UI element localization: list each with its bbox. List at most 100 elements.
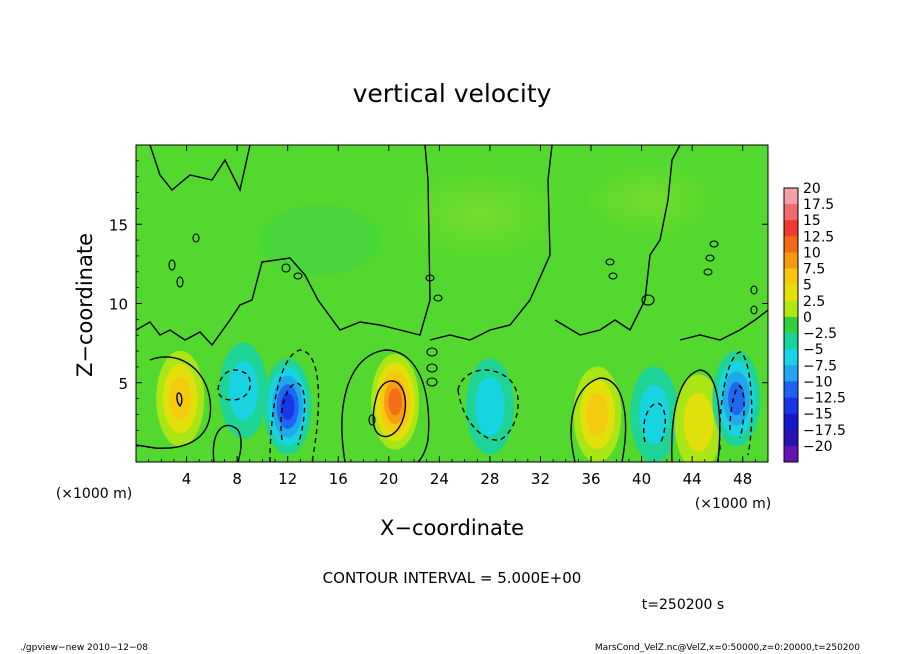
colorbar-label: 15 bbox=[803, 213, 821, 229]
contour-zero bbox=[341, 349, 430, 462]
x-tick-label: 48 bbox=[733, 470, 752, 488]
colorbar-swatch bbox=[784, 188, 798, 205]
x-tick-label: 36 bbox=[581, 470, 600, 488]
velocity-cell bbox=[371, 353, 420, 450]
contour-small-cell bbox=[641, 294, 655, 306]
y-axis-label: Z−coordinate bbox=[73, 233, 97, 377]
contour-zero bbox=[149, 145, 251, 193]
x-tick-label: 44 bbox=[683, 470, 702, 488]
background-glow bbox=[390, 165, 570, 265]
y-tick-label: 15 bbox=[109, 216, 128, 234]
colorbar-swatch bbox=[784, 445, 798, 463]
contour-zero bbox=[554, 145, 681, 336]
colorbar-swatch bbox=[784, 236, 798, 253]
x-axis-unit-right: (×1000 m) bbox=[695, 496, 771, 512]
contour-minus-ten bbox=[729, 385, 745, 439]
x-tick-label: 40 bbox=[632, 470, 651, 488]
velocity-cell bbox=[674, 374, 723, 462]
velocity-cell-band bbox=[228, 361, 259, 421]
contour-small-cell bbox=[168, 259, 176, 271]
colorbar-label: −20 bbox=[803, 439, 833, 455]
chart-title: vertical velocity bbox=[353, 79, 552, 108]
colorbar-swatch bbox=[784, 381, 798, 398]
contour-small-cell bbox=[368, 414, 376, 426]
contour-small-cell bbox=[192, 233, 200, 243]
contour-minus-five bbox=[457, 369, 519, 441]
colorbar-swatch bbox=[784, 397, 798, 414]
colorbar-swatch bbox=[784, 268, 798, 286]
contour-zero bbox=[429, 145, 553, 341]
velocity-cell-band bbox=[728, 381, 745, 416]
background-glow bbox=[580, 160, 720, 240]
velocity-cell bbox=[219, 342, 268, 439]
colorbar-swatch bbox=[784, 365, 798, 382]
velocity-cell-band bbox=[639, 384, 670, 444]
contour-small-cell bbox=[425, 274, 435, 282]
footer-right: MarsCond_VelZ.nc@VelZ,x=0:50000,z=0:2000… bbox=[595, 643, 860, 653]
x-tick-label: 4 bbox=[182, 470, 192, 488]
colorbar-label: 5 bbox=[803, 278, 812, 294]
velocity-cell bbox=[573, 366, 622, 462]
contour-small-cell bbox=[426, 363, 438, 373]
x-axis-label: X−coordinate bbox=[380, 516, 524, 540]
colorbar-swatch bbox=[784, 333, 798, 350]
velocity-cell-band bbox=[169, 377, 191, 420]
contour-small-cell bbox=[426, 377, 438, 387]
contour-small-cell bbox=[605, 258, 615, 266]
contour-minus-five bbox=[719, 351, 753, 456]
plot-area bbox=[135, 144, 769, 463]
contour-small-cell bbox=[705, 254, 715, 262]
colorbar-label: 17.5 bbox=[803, 197, 834, 213]
colorbar-swatch bbox=[784, 316, 798, 334]
contour-zero bbox=[679, 309, 768, 341]
velocity-cell bbox=[712, 350, 761, 447]
x-tick-label: 12 bbox=[278, 470, 297, 488]
velocity-cell-band bbox=[586, 393, 609, 436]
colorbar-label: 20 bbox=[803, 181, 821, 197]
colorbar-label: −5 bbox=[803, 342, 824, 358]
contour-small-cell bbox=[750, 285, 758, 295]
negative-contours bbox=[217, 349, 753, 462]
colorbar-label: −7.5 bbox=[803, 358, 837, 374]
colorbar-swatch bbox=[784, 220, 798, 237]
y-tick-label: 5 bbox=[118, 375, 128, 393]
colorbar-swatch bbox=[784, 284, 798, 302]
small-cells bbox=[168, 233, 758, 426]
colorbar-label: −10 bbox=[803, 374, 833, 390]
contour-minus-five bbox=[643, 402, 666, 445]
x-tick-label: 16 bbox=[329, 470, 348, 488]
colorbar-label: −2.5 bbox=[803, 326, 837, 342]
contour-small-cell bbox=[433, 294, 443, 302]
contour-minus-five bbox=[269, 349, 320, 462]
colorbar-swatch bbox=[784, 413, 798, 431]
contour-five bbox=[176, 392, 183, 408]
x-tick-label: 20 bbox=[379, 470, 398, 488]
contour-small-cell bbox=[176, 276, 184, 288]
contour-small-cell bbox=[293, 272, 303, 280]
colorbar-swatch bbox=[784, 300, 798, 318]
contour-minus-ten bbox=[280, 382, 306, 446]
colorbar-label: −12.5 bbox=[803, 391, 846, 407]
contour-small-cell bbox=[703, 268, 713, 276]
time-label: t=250200 s bbox=[642, 597, 724, 613]
x-tick-label: 24 bbox=[430, 470, 449, 488]
background-glow bbox=[260, 205, 380, 275]
contour-minus-five bbox=[217, 369, 251, 401]
contour-ten bbox=[372, 380, 407, 438]
contour-zero bbox=[570, 377, 627, 462]
velocity-cell bbox=[465, 358, 514, 455]
velocity-cell-band bbox=[683, 392, 714, 452]
colorbar-label: 7.5 bbox=[803, 262, 825, 278]
contour-zero bbox=[671, 369, 721, 462]
colorbar-label: 0 bbox=[803, 310, 812, 326]
colorbar-frame bbox=[783, 187, 799, 463]
contour-small-cell bbox=[709, 240, 719, 248]
colorbar-label: −17.5 bbox=[803, 423, 846, 439]
contour-small-cell bbox=[281, 263, 291, 273]
colorbar-label: 2.5 bbox=[803, 294, 825, 310]
colorbar-swatch bbox=[784, 349, 798, 366]
x-tick-label: 28 bbox=[480, 470, 499, 488]
colorbar-label: −15 bbox=[803, 407, 833, 423]
